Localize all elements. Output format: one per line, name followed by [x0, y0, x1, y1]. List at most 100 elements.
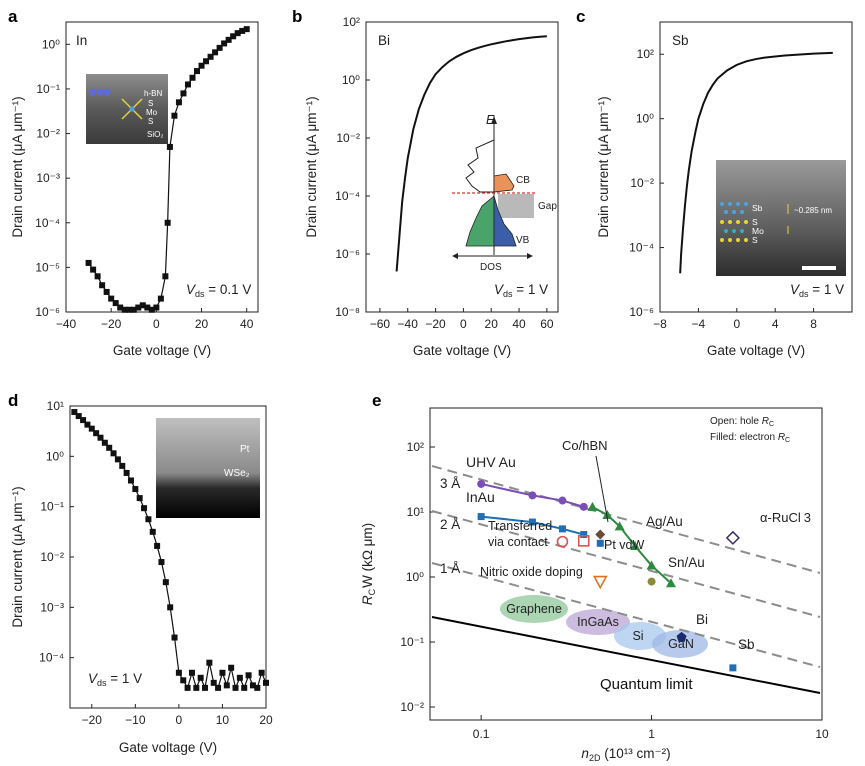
y-tick-label: 10⁰: [636, 112, 654, 126]
panel-d-point: [249, 682, 256, 689]
label-1A: 1 Å: [440, 561, 460, 576]
panel-a-point: [230, 33, 237, 40]
dashed-line-1A: [431, 562, 821, 668]
panel-a-point: [112, 300, 119, 307]
sb-atoms: [720, 202, 748, 214]
series-point: [477, 513, 485, 521]
x-tick-label: 1: [648, 727, 655, 741]
panel-c-xticks: −8 −4 0 4 8: [653, 308, 817, 331]
ingaas-region: [566, 609, 630, 635]
ag-au-label: Ag/Au: [646, 514, 683, 529]
panel-d-point: [154, 542, 161, 549]
panel-b-xticks: −60 −40 −20 0 20 40 60: [370, 308, 554, 331]
panel-b-yticks: 10⁻⁸ 10⁻⁶ 10⁻⁴ 10⁻² 10⁰ 10²: [335, 15, 370, 319]
x-tick-label: −60: [370, 317, 391, 331]
panel-b-dos-inset: E CB Gap VB DOS: [452, 113, 557, 273]
panel-a-point: [139, 302, 146, 309]
panel-a-point: [126, 306, 133, 313]
panel-d-point: [175, 669, 182, 676]
dos-label: DOS: [480, 262, 502, 273]
panel-d-point: [75, 413, 82, 420]
panel-c-ylabel: Drain current (μA μm⁻¹): [596, 96, 611, 237]
gap-region: [498, 194, 534, 218]
mo-atom-icon: [129, 106, 135, 112]
y-tick-label: 10⁰: [46, 449, 64, 463]
panel-a-point: [108, 295, 115, 302]
panel-d-point: [80, 417, 87, 424]
x-tick-label: 10: [216, 713, 230, 727]
y-tick-label: 10²: [637, 47, 654, 61]
panel-a-point: [243, 26, 250, 33]
series-point: [556, 535, 569, 548]
inset-a-label: SiO₂: [147, 130, 163, 139]
panel-a-point: [117, 304, 124, 311]
quantum-limit-line: [431, 616, 821, 694]
legend-hole: Open: hole RC: [710, 416, 774, 428]
inset-c-label: Mo: [752, 226, 764, 236]
panel-a-point: [99, 282, 106, 289]
panel-d-point: [241, 684, 248, 691]
panel-d-point: [180, 677, 187, 684]
inset-a-label: S: [148, 99, 153, 108]
series-point: [630, 540, 641, 550]
panel-a-point: [171, 112, 178, 119]
x-tick-label: 0: [733, 317, 740, 331]
series-point: [577, 535, 590, 547]
panel-a-point: [203, 58, 210, 65]
panel-d-point: [223, 682, 230, 689]
panel-c-inset-image: [716, 160, 846, 276]
hbn-atom-icon: [96, 88, 104, 96]
panel-a-point: [198, 62, 205, 69]
panel-a-point: [184, 81, 191, 88]
y-tick-label: 10⁻²: [336, 131, 360, 145]
panel-a-point: [144, 304, 151, 311]
inset-d-label: WSe₂: [224, 468, 250, 479]
panel-b-title: Bi: [378, 33, 390, 48]
panel-d-point: [254, 684, 261, 691]
panel-a: In 10⁻⁶ 10⁻⁵ 10⁻⁴ 10⁻³ 10⁻² 10⁻¹ 10⁰ −40 −20 0 20…: [10, 21, 259, 358]
y-tick-label: 10⁻³: [40, 600, 64, 614]
y-tick-label: 10¹: [47, 399, 64, 413]
dos-outline: [465, 139, 495, 193]
panel-d-ylabel: Drain current (μA μm⁻¹): [10, 486, 25, 627]
y-tick-label: 10⁻⁴: [335, 189, 360, 203]
panel-d-point: [167, 604, 174, 611]
panel-d-point: [219, 669, 226, 676]
panel-a-point: [216, 44, 223, 51]
panel-a-point: [212, 49, 219, 56]
panel-d-point: [88, 425, 95, 432]
y-tick-label: 10⁻¹: [36, 82, 60, 96]
x-tick-label: −40: [56, 317, 77, 331]
panel-c-data: [679, 51, 833, 274]
panel-d-point: [184, 684, 191, 691]
panel-a-inset: h-BN S Mo S SiO₂: [86, 74, 168, 144]
inset-c-label: S: [752, 235, 758, 245]
panel-b-ylabel: Drain current (μA μm⁻¹): [304, 96, 319, 237]
x-tick-label: 0: [153, 317, 160, 331]
series-line-1: [481, 515, 584, 536]
y-tick-label: 10⁻⁶: [629, 305, 654, 319]
panel-d-point: [127, 477, 134, 484]
panel-a-point: [234, 30, 241, 37]
panel-a-vds: Vds = 0.1 V: [186, 282, 251, 299]
arrow-right-icon: [527, 253, 533, 259]
series-point: [579, 502, 588, 511]
panel-c-curve: [679, 51, 833, 274]
sn-au-label: Sn/Au: [668, 555, 705, 570]
x-tick-label: 0: [176, 713, 183, 727]
panel-a-xlabel: Gate voltage (V): [113, 343, 211, 358]
graphene-label: Graphene: [506, 602, 562, 616]
x-tick-label: 20: [485, 317, 499, 331]
y-tick-label: 10⁻²: [36, 127, 60, 141]
inset-c-label: S: [752, 217, 758, 227]
y-tick-label: 10⁻¹: [400, 635, 424, 649]
y-tick-label: 10⁰: [342, 73, 360, 87]
panel-a-point: [135, 304, 142, 311]
x-tick-label: 4: [772, 317, 779, 331]
panel-d-yticks: 10¹ 10⁰ 10⁻¹ 10⁻² 10⁻³ 10⁻⁴: [39, 399, 74, 665]
series-point: [602, 509, 613, 519]
panel-c-inset: Sb S Mo S ~0.285 nm: [716, 160, 846, 276]
panel-e-frame: [429, 407, 823, 721]
x-tick-label: 20: [195, 317, 209, 331]
y-tick-label: 10⁻⁶: [335, 247, 360, 261]
